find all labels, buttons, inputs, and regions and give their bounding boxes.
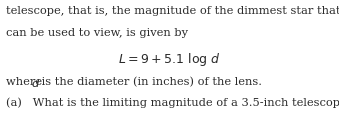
Text: is the diameter (in inches) of the lens.: is the diameter (in inches) of the lens. bbox=[38, 76, 262, 86]
Text: can be used to view, is given by: can be used to view, is given by bbox=[6, 28, 188, 37]
Text: where: where bbox=[6, 76, 46, 86]
Text: (a)   What is the limiting magnitude of a 3.5-inch telescope?: (a) What is the limiting magnitude of a … bbox=[6, 97, 339, 107]
Text: telescope, that is, the magnitude of the dimmest star that it: telescope, that is, the magnitude of the… bbox=[6, 6, 339, 16]
Text: $d$: $d$ bbox=[31, 76, 40, 88]
Text: $L = 9 + 5.1\ \mathrm{log}\ d$: $L = 9 + 5.1\ \mathrm{log}\ d$ bbox=[118, 51, 221, 68]
